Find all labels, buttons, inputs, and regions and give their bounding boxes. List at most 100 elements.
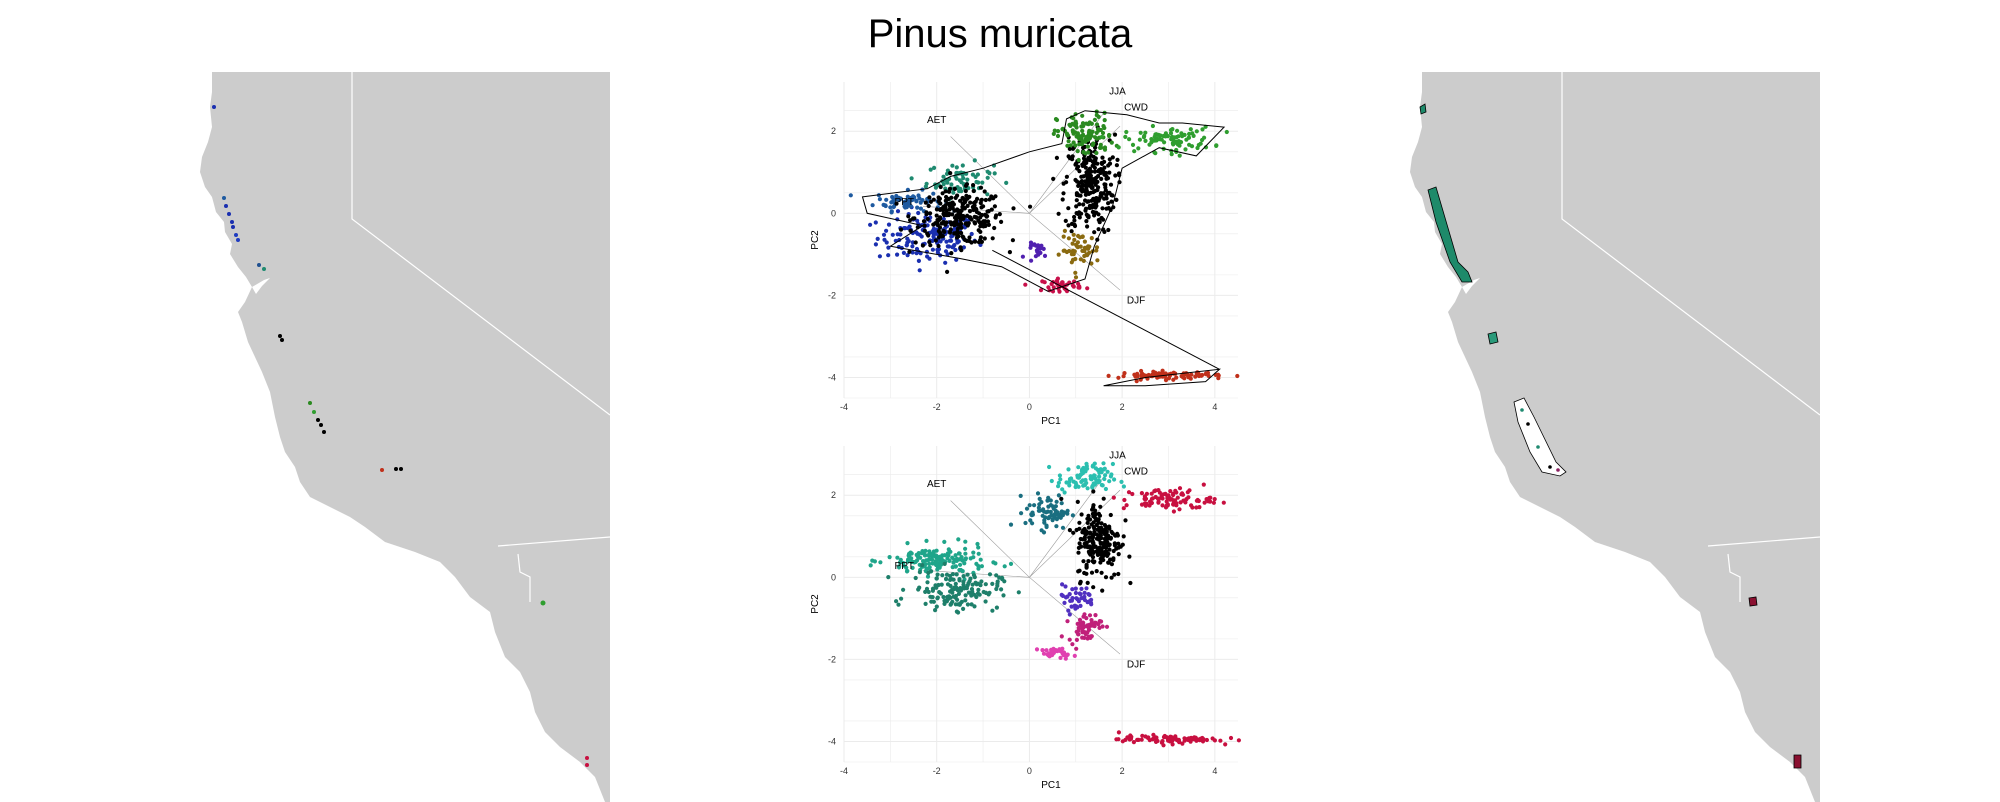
data-point bbox=[958, 562, 963, 567]
data-point bbox=[1063, 584, 1068, 589]
data-point bbox=[1090, 507, 1095, 512]
data-point bbox=[1180, 492, 1186, 497]
data-point bbox=[894, 599, 899, 604]
data-point bbox=[1152, 134, 1157, 139]
data-point bbox=[1102, 196, 1107, 201]
data-point bbox=[1089, 153, 1094, 158]
data-point bbox=[916, 210, 921, 216]
data-point bbox=[926, 203, 931, 209]
data-point bbox=[962, 206, 967, 211]
data-point bbox=[1036, 246, 1041, 251]
data-point bbox=[933, 221, 938, 226]
data-point bbox=[1130, 491, 1135, 497]
data-point bbox=[935, 572, 940, 577]
data-point bbox=[1082, 612, 1087, 617]
data-point bbox=[1069, 252, 1074, 257]
data-point bbox=[1059, 496, 1064, 501]
data-point bbox=[1102, 476, 1107, 482]
data-point bbox=[944, 171, 950, 176]
data-point bbox=[1079, 211, 1084, 216]
data-point bbox=[1188, 739, 1193, 744]
range-polygon bbox=[1487, 331, 1499, 345]
data-point bbox=[1089, 618, 1094, 623]
data-point bbox=[1095, 161, 1100, 166]
data-point bbox=[1107, 133, 1112, 138]
data-point bbox=[873, 220, 878, 225]
data-point bbox=[973, 239, 978, 244]
data-point bbox=[1087, 535, 1092, 540]
data-point bbox=[1115, 531, 1120, 536]
data-point bbox=[1087, 613, 1093, 618]
data-point bbox=[943, 260, 948, 265]
loading-arrow bbox=[1029, 577, 1121, 655]
data-point bbox=[1089, 133, 1094, 138]
data-point bbox=[928, 167, 933, 172]
data-point bbox=[990, 236, 995, 241]
data-point bbox=[905, 253, 910, 258]
data-point bbox=[1094, 122, 1100, 127]
data-point bbox=[1085, 623, 1090, 628]
data-point bbox=[896, 565, 902, 570]
data-point bbox=[965, 572, 970, 577]
data-point bbox=[888, 205, 893, 210]
data-point bbox=[1062, 490, 1067, 495]
data-point bbox=[895, 252, 900, 257]
data-point bbox=[997, 212, 1002, 217]
occurrence-dot bbox=[280, 338, 284, 342]
occurrence-dot bbox=[227, 212, 231, 216]
data-point bbox=[936, 247, 942, 252]
data-point bbox=[936, 243, 941, 249]
data-point bbox=[901, 560, 906, 566]
data-point bbox=[1072, 222, 1077, 227]
data-point bbox=[1051, 131, 1056, 136]
data-point bbox=[1109, 472, 1114, 477]
data-point bbox=[926, 570, 931, 576]
data-point bbox=[1092, 213, 1097, 218]
data-point bbox=[928, 199, 933, 204]
data-point bbox=[1085, 224, 1090, 229]
data-point bbox=[951, 190, 956, 195]
data-point bbox=[961, 245, 966, 250]
data-point bbox=[934, 576, 939, 581]
data-point bbox=[870, 558, 875, 563]
data-point bbox=[1146, 372, 1151, 378]
convex-hull bbox=[1103, 368, 1222, 387]
data-point bbox=[1092, 210, 1097, 215]
data-point bbox=[947, 558, 952, 563]
data-point bbox=[875, 236, 880, 241]
occurrence-dot bbox=[399, 467, 403, 471]
data-point bbox=[1039, 243, 1044, 248]
data-point bbox=[1066, 139, 1071, 144]
data-point bbox=[945, 551, 950, 556]
data-point bbox=[961, 606, 966, 611]
x-tick-label: 4 bbox=[1212, 402, 1217, 412]
data-point bbox=[949, 182, 954, 187]
data-point bbox=[1089, 236, 1094, 241]
data-point bbox=[944, 572, 950, 577]
data-point bbox=[1076, 628, 1081, 633]
data-point bbox=[1077, 591, 1082, 596]
data-point bbox=[1183, 147, 1188, 152]
data-point bbox=[1055, 133, 1061, 139]
occurrence-dot bbox=[585, 756, 589, 760]
data-point bbox=[1187, 131, 1192, 137]
data-point bbox=[1105, 553, 1110, 558]
data-point bbox=[1090, 485, 1095, 490]
data-point bbox=[1011, 206, 1016, 211]
data-point bbox=[1097, 525, 1102, 530]
data-point bbox=[1189, 372, 1194, 377]
data-point bbox=[1090, 464, 1096, 469]
data-point bbox=[1164, 499, 1169, 504]
data-point bbox=[1070, 642, 1075, 647]
data-point bbox=[1147, 142, 1152, 147]
data-point bbox=[927, 549, 932, 554]
data-point bbox=[1071, 140, 1076, 145]
data-point bbox=[911, 195, 916, 200]
data-point bbox=[1083, 179, 1088, 184]
data-point bbox=[1105, 469, 1110, 474]
data-point bbox=[969, 587, 975, 592]
data-point bbox=[1076, 550, 1081, 555]
data-point bbox=[1081, 156, 1087, 161]
data-point bbox=[1111, 556, 1116, 561]
x-axis-title: PC1 bbox=[1041, 416, 1061, 427]
